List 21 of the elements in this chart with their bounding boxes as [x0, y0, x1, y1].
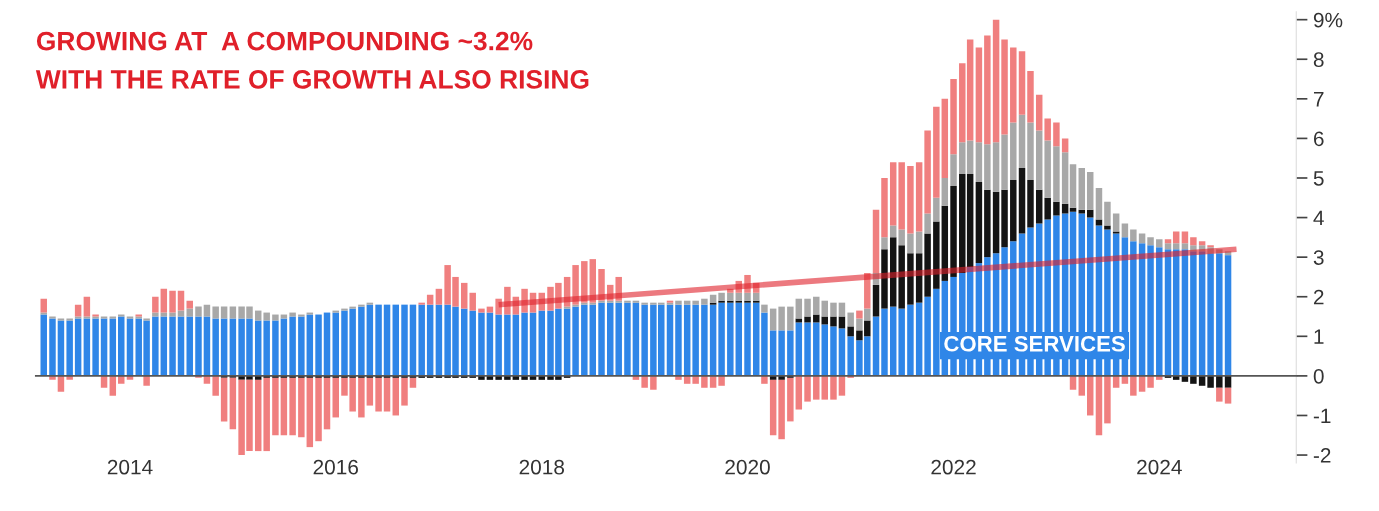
x-tick-label: 2020 [725, 459, 770, 475]
y-tick-label: 9% [1313, 12, 1343, 28]
annotation: WITH THE RATE OF GROWTH ALSO RISING [35, 70, 589, 89]
x-tick-label: 2024 [1137, 459, 1182, 475]
y-tick-label: -1 [1313, 408, 1331, 424]
y-tick-label: 0 [1313, 368, 1324, 384]
x-tick-label: 2022 [931, 459, 976, 475]
y-tick-label: 4 [1313, 210, 1324, 226]
x-tick-label: 2014 [107, 459, 153, 475]
y-tick-label: -2 [1313, 448, 1331, 463]
y-tick-label: 8 [1313, 52, 1324, 67]
series-label: CORE SERVICES [944, 335, 1125, 352]
y-tick-label: 6 [1313, 131, 1324, 147]
y-tick-label: 1 [1314, 329, 1324, 344]
y-tick-label: 5 [1313, 171, 1324, 186]
y-tick-label: 7 [1313, 92, 1324, 107]
x-tick-label: 2018 [519, 459, 565, 475]
y-tick-label: 2 [1313, 289, 1324, 305]
y-tick-label: 3 [1313, 250, 1324, 265]
x-tick-label: 2016 [313, 459, 358, 475]
annotation: GROWING AT A COMPOUNDING ~3.2% [36, 31, 533, 51]
